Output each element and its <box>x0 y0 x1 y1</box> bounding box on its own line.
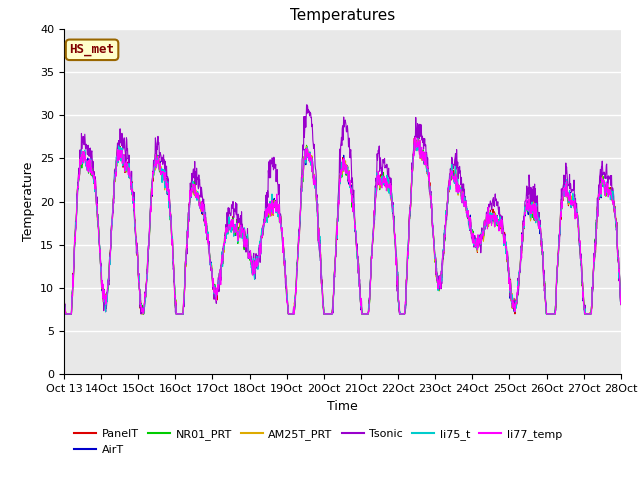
AM25T_PRT <box>104 290 111 296</box>
li75_t <box>414 136 422 142</box>
PanelT <box>617 299 625 304</box>
X-axis label: Time: Time <box>327 400 358 413</box>
li77_temp <box>318 285 326 291</box>
NR01_PRT <box>414 136 422 142</box>
AM25T_PRT <box>60 292 68 298</box>
li77_temp <box>104 285 111 290</box>
PanelT <box>62 311 70 317</box>
PanelT <box>414 135 422 141</box>
Tsonic <box>378 165 385 170</box>
Y-axis label: Temperature: Temperature <box>22 162 35 241</box>
NR01_PRT <box>104 288 111 294</box>
AM25T_PRT <box>62 311 70 317</box>
li77_temp <box>62 311 70 317</box>
li77_temp <box>126 172 134 178</box>
Line: NR01_PRT: NR01_PRT <box>64 139 621 314</box>
Tsonic <box>308 128 316 133</box>
Line: li77_temp: li77_temp <box>64 137 621 314</box>
Line: AirT: AirT <box>64 137 621 314</box>
li77_temp <box>378 181 385 187</box>
li75_t <box>297 206 305 212</box>
AM25T_PRT <box>617 300 625 306</box>
li75_t <box>104 292 111 298</box>
AirT <box>104 291 111 297</box>
PanelT <box>297 205 305 211</box>
AM25T_PRT <box>308 169 316 175</box>
AM25T_PRT <box>297 201 305 207</box>
Line: PanelT: PanelT <box>64 138 621 314</box>
NR01_PRT <box>378 179 385 184</box>
Tsonic <box>61 311 69 317</box>
PanelT <box>104 290 111 296</box>
li77_temp <box>308 169 316 175</box>
Line: AM25T_PRT: AM25T_PRT <box>64 136 621 314</box>
AirT <box>297 201 305 206</box>
NR01_PRT <box>308 168 316 174</box>
Legend: PanelT, AirT, NR01_PRT, AM25T_PRT, Tsonic, li75_t, li77_temp: PanelT, AirT, NR01_PRT, AM25T_PRT, Tsoni… <box>70 425 566 459</box>
AM25T_PRT <box>126 174 134 180</box>
AirT <box>308 168 316 174</box>
Tsonic <box>104 290 111 296</box>
PanelT <box>318 282 326 288</box>
AirT <box>414 134 422 140</box>
Tsonic <box>319 296 326 301</box>
Text: HS_met: HS_met <box>70 43 115 56</box>
li77_temp <box>60 291 68 297</box>
Title: Temperatures: Temperatures <box>290 9 395 24</box>
AirT <box>617 299 625 304</box>
NR01_PRT <box>60 289 68 295</box>
Tsonic <box>126 175 134 180</box>
Tsonic <box>60 290 68 296</box>
PanelT <box>378 181 385 187</box>
li75_t <box>308 168 316 174</box>
AirT <box>62 311 70 317</box>
NR01_PRT <box>318 284 326 289</box>
PanelT <box>308 169 316 175</box>
li75_t <box>61 311 69 317</box>
AirT <box>378 177 385 183</box>
li75_t <box>126 175 134 180</box>
li75_t <box>617 296 625 301</box>
AM25T_PRT <box>414 133 422 139</box>
li75_t <box>378 178 385 184</box>
Tsonic <box>303 102 310 108</box>
AM25T_PRT <box>378 179 385 184</box>
AirT <box>318 282 326 288</box>
NR01_PRT <box>617 302 625 308</box>
PanelT <box>60 287 68 293</box>
PanelT <box>126 170 134 176</box>
li77_temp <box>412 134 420 140</box>
Tsonic <box>297 200 305 206</box>
li75_t <box>318 284 326 290</box>
Line: Tsonic: Tsonic <box>64 105 621 314</box>
AirT <box>126 175 134 181</box>
Line: li75_t: li75_t <box>64 139 621 314</box>
AM25T_PRT <box>318 281 326 287</box>
li77_temp <box>617 301 625 307</box>
NR01_PRT <box>126 176 134 181</box>
li75_t <box>60 286 68 292</box>
NR01_PRT <box>297 206 305 212</box>
Tsonic <box>617 301 625 307</box>
NR01_PRT <box>62 311 70 317</box>
li77_temp <box>297 205 305 211</box>
AirT <box>60 286 68 292</box>
